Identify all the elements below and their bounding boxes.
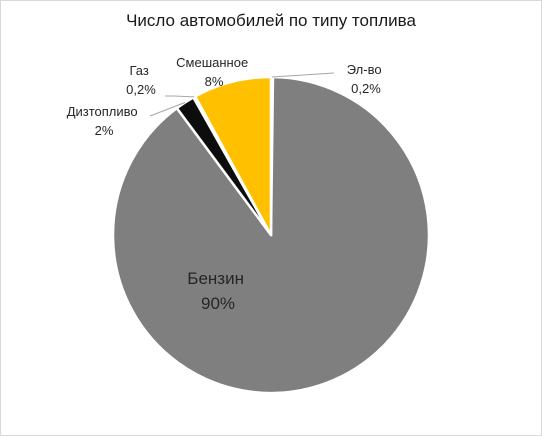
- leader-line-gas: [165, 95, 195, 98]
- slice-label-el: Эл-во 0,2%: [347, 62, 385, 96]
- chart-title: Число автомобилей по типу топлива: [126, 11, 416, 30]
- slice-label-mixed: Смешанное 8%: [176, 55, 252, 89]
- slice-label-diesel: Дизтопливо 2%: [67, 104, 142, 138]
- pie-slice-mixed: [193, 75, 273, 237]
- leader-line-el: [271, 72, 335, 78]
- slice-label-benzin: Бензин 90%: [187, 269, 248, 313]
- slice-label-gas: Газ 0,2%: [126, 63, 156, 97]
- leader-line-diesel: [149, 102, 186, 117]
